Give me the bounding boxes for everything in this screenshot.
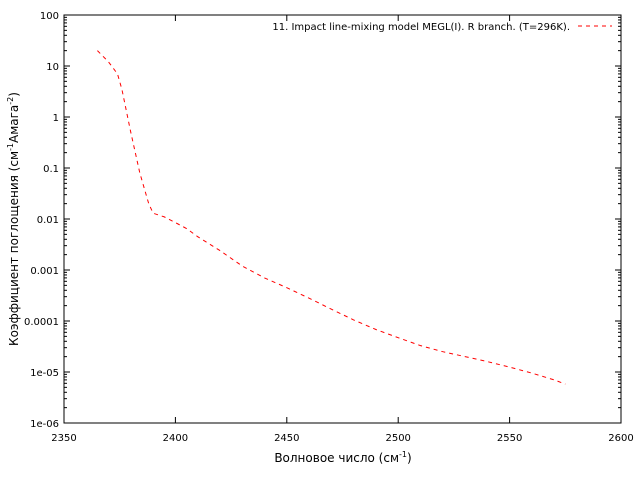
- y-tick-label: 1e-06: [30, 419, 59, 430]
- plot-frame: [63, 14, 622, 424]
- y-tick-label: 1e-05: [30, 368, 59, 379]
- legend-label: 11. Impact line-mixing model MEGL(I). R …: [272, 22, 570, 33]
- x-tick-label: 2600: [608, 433, 633, 444]
- y-axis-ticks: 1e-06 1e-05 0.0001 0.001 0.01 0.1 1 10 100: [24, 11, 621, 430]
- series-line: [97, 50, 566, 385]
- y-tick-label: 0.0001: [24, 317, 59, 328]
- legend: 11. Impact line-mixing model MEGL(I). R …: [272, 22, 612, 33]
- y-tick-label: 1: [53, 113, 59, 124]
- x-axis-label: Волновое число (см-1): [274, 450, 411, 465]
- y-tick-label: 0.001: [30, 266, 59, 277]
- x-tick-label: 2400: [163, 433, 188, 444]
- x-tick-label: 2350: [51, 433, 76, 444]
- y-tick-label: 0.1: [43, 164, 59, 175]
- x-axis-ticks: 2350 2400 2450 2500 2550 2600: [51, 15, 634, 444]
- x-tick-label: 2500: [385, 433, 410, 444]
- x-tick-label: 2550: [497, 433, 522, 444]
- y-tick-label: 100: [40, 11, 59, 22]
- y-axis-label: Коэффициент поглощения (см-1Амага-2): [6, 92, 21, 346]
- series-group: [97, 50, 566, 385]
- y-tick-label: 0.01: [37, 215, 59, 226]
- y-tick-label: 10: [46, 62, 59, 73]
- x-tick-label: 2450: [274, 433, 299, 444]
